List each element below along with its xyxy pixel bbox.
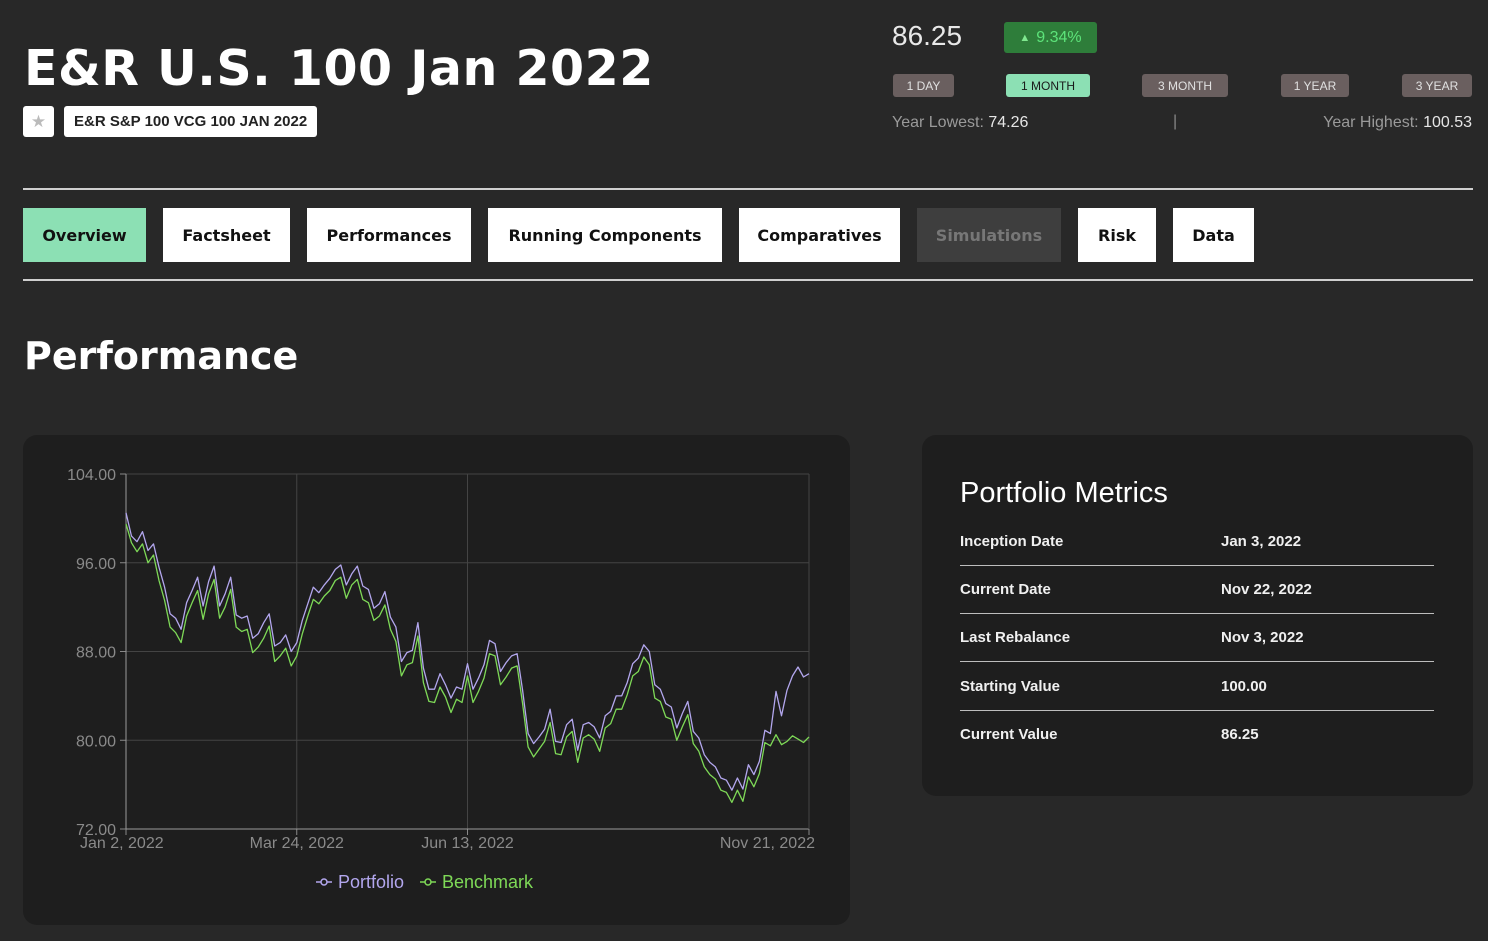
period-1-month[interactable]: 1 MONTH (1006, 74, 1090, 97)
series-line-benchmark (125, 523, 810, 804)
metric-value: Nov 22, 2022 (1221, 581, 1312, 598)
year-lowest-value: 74.26 (988, 114, 1029, 131)
page-title: E&R U.S. 100 Jan 2022 (24, 40, 654, 97)
metric-value: 100.00 (1221, 678, 1267, 695)
x-tick-label: Mar 24, 2022 (250, 835, 344, 852)
divider (23, 188, 1473, 190)
star-icon[interactable]: ★ (23, 106, 54, 137)
legend-marker (424, 878, 432, 886)
y-tick-label: 80.00 (76, 733, 116, 750)
year-lowest-label: Year Lowest: (892, 114, 984, 131)
metric-value: 86.25 (1221, 726, 1259, 743)
period-3-year[interactable]: 3 YEAR (1402, 74, 1472, 97)
metric-label: Current Value (960, 726, 1058, 743)
y-tick-label: 88.00 (76, 645, 116, 662)
tab-overview[interactable]: Overview (23, 208, 146, 262)
metric-label: Inception Date (960, 533, 1064, 550)
divider (960, 710, 1434, 711)
metric-row: Current Date Nov 22, 2022 (960, 581, 1434, 629)
period-3-month[interactable]: 3 MONTH (1142, 74, 1228, 97)
legend-marker (320, 878, 328, 886)
y-tick-label: 104.00 (67, 467, 116, 484)
tab-running-components[interactable]: Running Components (488, 208, 722, 262)
metric-label: Current Date (960, 581, 1051, 598)
period-1-day[interactable]: 1 DAY (893, 74, 954, 97)
metric-row: Last Rebalance Nov 3, 2022 (960, 629, 1434, 677)
tab-factsheet[interactable]: Factsheet (163, 208, 290, 262)
divider (23, 279, 1473, 281)
year-highest-label: Year Highest: (1323, 114, 1419, 131)
metric-value: Jan 3, 2022 (1221, 533, 1302, 550)
triangle-up-icon: ▲ (1019, 31, 1031, 44)
series-line-portfolio (125, 512, 810, 791)
legend-label: Portfolio (338, 872, 404, 892)
legend-label: Benchmark (442, 872, 534, 892)
metric-label: Starting Value (960, 678, 1061, 695)
metric-value: Nov 3, 2022 (1221, 629, 1304, 646)
year-highest: Year Highest: 100.53 (1323, 114, 1472, 132)
separator: | (1173, 113, 1178, 130)
divider (960, 661, 1434, 662)
metric-label: Last Rebalance (960, 629, 1071, 646)
divider (960, 565, 1434, 566)
change-badge: ▲ 9.34% (1004, 22, 1097, 53)
year-highest-value: 100.53 (1423, 114, 1472, 131)
metric-row: Inception Date Jan 3, 2022 (960, 533, 1434, 581)
period-1-year[interactable]: 1 YEAR (1281, 74, 1349, 97)
divider (960, 613, 1434, 614)
change-value: 9.34% (1036, 28, 1082, 46)
ticker-badge: E&R S&P 100 VCG 100 JAN 2022 (64, 106, 318, 137)
current-price: 86.25 (892, 20, 963, 51)
y-tick-label: 72.00 (76, 822, 116, 839)
metric-row: Starting Value 100.00 (960, 678, 1434, 726)
metric-row: Current Value 86.25 (960, 726, 1434, 774)
tab-data[interactable]: Data (1173, 208, 1254, 262)
tab-performances[interactable]: Performances (307, 208, 471, 262)
section-title: Performance (24, 334, 299, 378)
year-lowest: Year Lowest: 74.26 (892, 114, 1028, 132)
y-tick-label: 96.00 (76, 556, 116, 573)
tab-risk[interactable]: Risk (1078, 208, 1156, 262)
x-tick-label: Nov 21, 2022 (720, 835, 815, 852)
metrics-title: Portfolio Metrics (960, 477, 1168, 509)
tab-simulations: Simulations (917, 208, 1061, 262)
performance-chart-card: 104.00 96.00 88.00 80.00 72.00 Jan 2, 2022 Mar… (23, 435, 850, 925)
tab-comparatives[interactable]: Comparatives (739, 208, 900, 262)
x-tick-label: Jan 2, 2022 (80, 835, 164, 852)
portfolio-metrics-card: Portfolio Metrics Inception Date Jan 3, … (922, 435, 1473, 796)
x-tick-label: Jun 13, 2022 (421, 835, 514, 852)
